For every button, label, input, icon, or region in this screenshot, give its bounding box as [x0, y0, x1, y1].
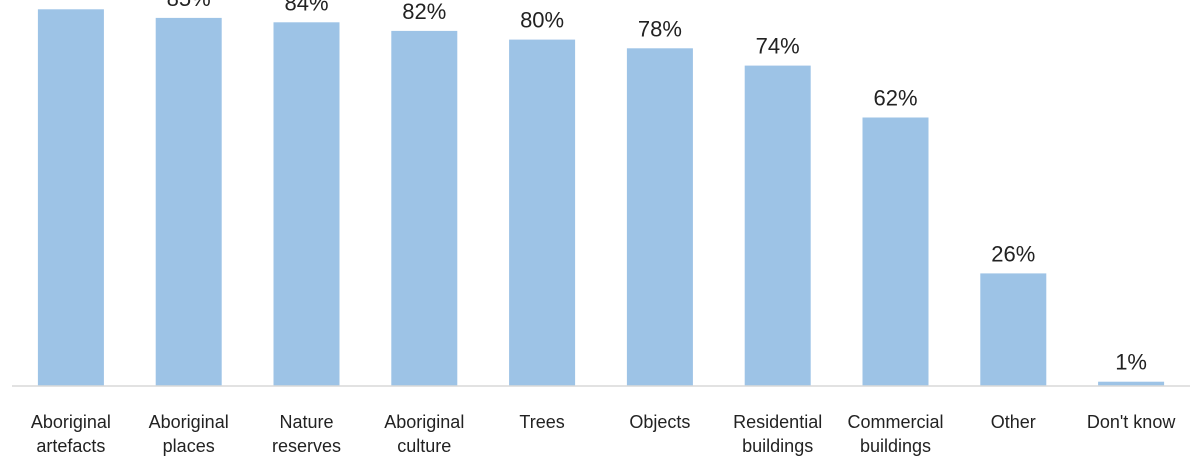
category-label-trees: Trees: [519, 412, 564, 432]
value-label-objects: 78%: [638, 16, 682, 41]
value-label-commercial-buildings: 62%: [873, 86, 917, 111]
category-label-line: Aboriginal: [31, 412, 111, 432]
value-label-residential-buildings: 74%: [756, 34, 800, 59]
value-labels-group: 87% 85% 84% 82% 80% 78% 74% 62% 26% 1%: [49, 0, 1147, 375]
bar-trees: [509, 39, 576, 386]
category-label-aboriginal-culture: Aboriginal culture: [384, 412, 464, 456]
category-label-line: Aboriginal: [384, 412, 464, 432]
bar-aboriginal-culture: [391, 30, 458, 387]
category-labels-group: Aboriginal artefacts Aboriginal places Natur…: [31, 412, 1176, 456]
category-label-line: reserves: [272, 436, 341, 456]
category-label-line: Commercial: [847, 412, 943, 432]
value-label-don-t-know: 1%: [1115, 350, 1147, 375]
value-label-nature-reserves: 84%: [284, 0, 328, 15]
category-label-nature-reserves: Nature reserves: [272, 412, 341, 456]
category-label-commercial-buildings: Commercial buildings: [847, 412, 943, 456]
category-label-line: Residential: [733, 412, 822, 432]
category-label-objects: Objects: [629, 412, 690, 432]
bar-commercial-buildings: [862, 117, 929, 386]
bar-aboriginal-artefacts: [37, 9, 104, 387]
value-label-aboriginal-places: 85%: [167, 0, 211, 11]
category-label-line: Trees: [519, 412, 564, 432]
category-label-don-t-know: Don't know: [1087, 412, 1176, 432]
category-label-line: buildings: [860, 436, 931, 456]
category-label-line: Aboriginal: [149, 412, 229, 432]
bar-nature-reserves: [273, 22, 340, 387]
category-label-line: places: [163, 436, 215, 456]
category-label-line: Don't know: [1087, 412, 1176, 432]
category-label-aboriginal-places: Aboriginal places: [149, 412, 229, 456]
category-label-line: Other: [991, 412, 1036, 432]
bar-aboriginal-places: [155, 17, 222, 387]
value-label-other: 26%: [991, 241, 1035, 266]
category-label-line: Nature: [279, 412, 333, 432]
value-label-aboriginal-artefacts: 87%: [49, 0, 93, 2]
category-label-line: buildings: [742, 436, 813, 456]
category-label-line: Objects: [629, 412, 690, 432]
bar-don-t-know: [1098, 381, 1165, 386]
category-label-line: artefacts: [36, 436, 105, 456]
bar-objects: [626, 48, 693, 387]
category-label-aboriginal-artefacts: Aboriginal artefacts: [31, 412, 111, 456]
value-label-trees: 80%: [520, 8, 564, 33]
category-label-other: Other: [991, 412, 1036, 432]
value-label-aboriginal-culture: 82%: [402, 0, 446, 24]
category-label-residential-buildings: Residential buildings: [733, 412, 822, 456]
bar-other: [980, 273, 1047, 386]
category-label-line: culture: [397, 436, 451, 456]
bar-residential-buildings: [744, 65, 811, 386]
bars-group: [37, 9, 1165, 387]
